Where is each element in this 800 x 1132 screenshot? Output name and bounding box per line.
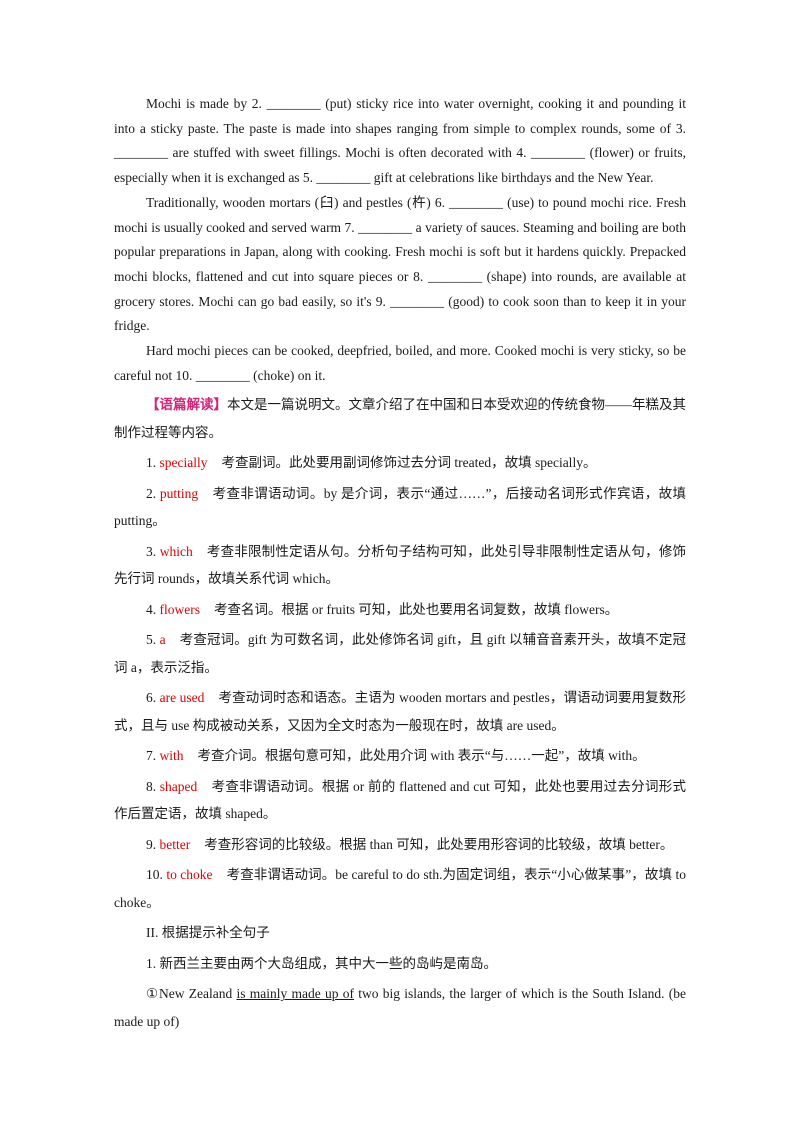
answer-number: 10.: [146, 867, 163, 883]
answer-item: 3. which 考查非限制性定语从句。分析句子结构可知，此处引导非限制性定语从句…: [114, 538, 686, 593]
document-page: Mochi is made by 2. ________ (put) stick…: [114, 92, 686, 1035]
answer-explanation: 考查非谓语动词。根据 or 前的 flattened and cut 可知，此处…: [114, 778, 687, 822]
answer-item: 9. better 考查形容词的比较级。根据 than 可知，此处要用形容词的比较…: [114, 831, 686, 859]
answer-number: 7.: [146, 748, 157, 764]
sentence-start: ①New Zealand: [146, 986, 237, 1002]
answer-number: 9.: [146, 836, 157, 852]
filled-blank: is mainly made up of: [236, 986, 354, 1002]
answer-explanation: 考查非谓语动词。be careful to do sth.为固定词组，表示“小心…: [114, 867, 687, 910]
answer-number: 6.: [146, 690, 157, 706]
passage-paragraph-2: Traditionally, wooden mortars (臼) and pe…: [114, 194, 686, 334]
answer-number: 1.: [146, 455, 157, 471]
answer-word: putting: [159, 485, 199, 501]
answer-item: 10. to choke 考查非谓语动词。be careful to do sth…: [114, 861, 686, 916]
sentence-end: two big islands, the larger of which is …: [114, 986, 687, 1029]
answer-explanation: 考查副词。此处要用副词修饰过去分词 treated，故填 specially。: [221, 455, 597, 471]
analysis-text: 本文是一篇说明文。文章介绍了在中国和日本受欢迎的传统食物——年糕及其制作过程等内…: [114, 397, 686, 440]
answer-word: better: [159, 836, 191, 852]
answer-word: a: [159, 632, 166, 648]
answer-word: specially: [159, 455, 208, 471]
answer-word: to choke: [166, 867, 213, 883]
answer-explanation: 考查动词时态和语态。主语为 wooden mortars and pestles…: [114, 690, 686, 733]
answer-explanation: 考查非谓语动词。by 是介词，表示“通过……”，后接动名词形式作宾语，故填 pu…: [114, 485, 687, 529]
answer-item: 4. flowers 考查名词。根据 or fruits 可知，此处也要用名词复数…: [114, 596, 686, 624]
answer-number: 3.: [146, 543, 157, 559]
section-title: II. 根据提示补全句子: [146, 925, 270, 941]
answer-explanation: 考查非限制性定语从句。分析句子结构可知，此处引导非限制性定语从句，修饰先行词 r…: [114, 543, 687, 587]
answer-item: 2. putting 考查非谓语动词。by 是介词，表示“通过……”，后接动名词形…: [114, 480, 686, 535]
answer-item: 8. shaped 考查非谓语动词。根据 or 前的 flattened and …: [114, 773, 686, 828]
answer-word: which: [159, 543, 193, 559]
answer-explanation: 考查冠词。gift 为可数名词，此处修饰名词 gift，且 gift 以辅音音素…: [114, 632, 686, 675]
answer-number: 5.: [146, 632, 157, 648]
analysis-paragraph: 【语篇解读】本文是一篇说明文。文章介绍了在中国和日本受欢迎的传统食物——年糕及其…: [114, 391, 686, 446]
answer-item: 7. with 考查介词。根据句意可知，此处用介词 with 表示“与……一起”，…: [114, 742, 686, 770]
answer-item: 5. a 考查冠词。gift 为可数名词，此处修饰名词 gift，且 gift 以…: [114, 626, 686, 681]
answer-explanation: 考查名词。根据 or fruits 可知，此处也要用名词复数，故填 flower…: [214, 601, 619, 617]
answer-word: flowers: [159, 601, 201, 617]
answer-word: shaped: [159, 778, 198, 794]
answer-number: 8.: [146, 778, 157, 794]
analysis-tag: 【语篇解读】: [146, 397, 227, 413]
answer-number: 4.: [146, 601, 157, 617]
passage-paragraph-3: Hard mochi pieces can be cooked, deepfri…: [114, 343, 686, 383]
passage-paragraph-1: Mochi is made by 2. ________ (put) stick…: [114, 96, 686, 186]
answer-word: with: [159, 748, 184, 764]
answer-word: are used: [159, 690, 205, 706]
answer-sentence-1: ①New Zealand is mainly made up of two bi…: [114, 980, 686, 1035]
answer-number: 2.: [146, 485, 157, 501]
answer-item: 1. specially 考查副词。此处要用副词修饰过去分词 treated，故填…: [114, 449, 686, 477]
answer-item: 6. are used 考查动词时态和语态。主语为 wooden mortars …: [114, 684, 686, 739]
answer-explanation: 考查形容词的比较级。根据 than 可知，此处要用形容词的比较级，故填 bett…: [204, 836, 674, 852]
answer-explanation: 考查介词。根据句意可知，此处用介词 with 表示“与……一起”，故填 with…: [197, 748, 646, 764]
answer-list: 1. specially 考查副词。此处要用副词修饰过去分词 treated，故填…: [114, 449, 686, 916]
question-1: 1. 新西兰主要由两个大岛组成，其中大一些的岛屿是南岛。: [146, 955, 497, 971]
